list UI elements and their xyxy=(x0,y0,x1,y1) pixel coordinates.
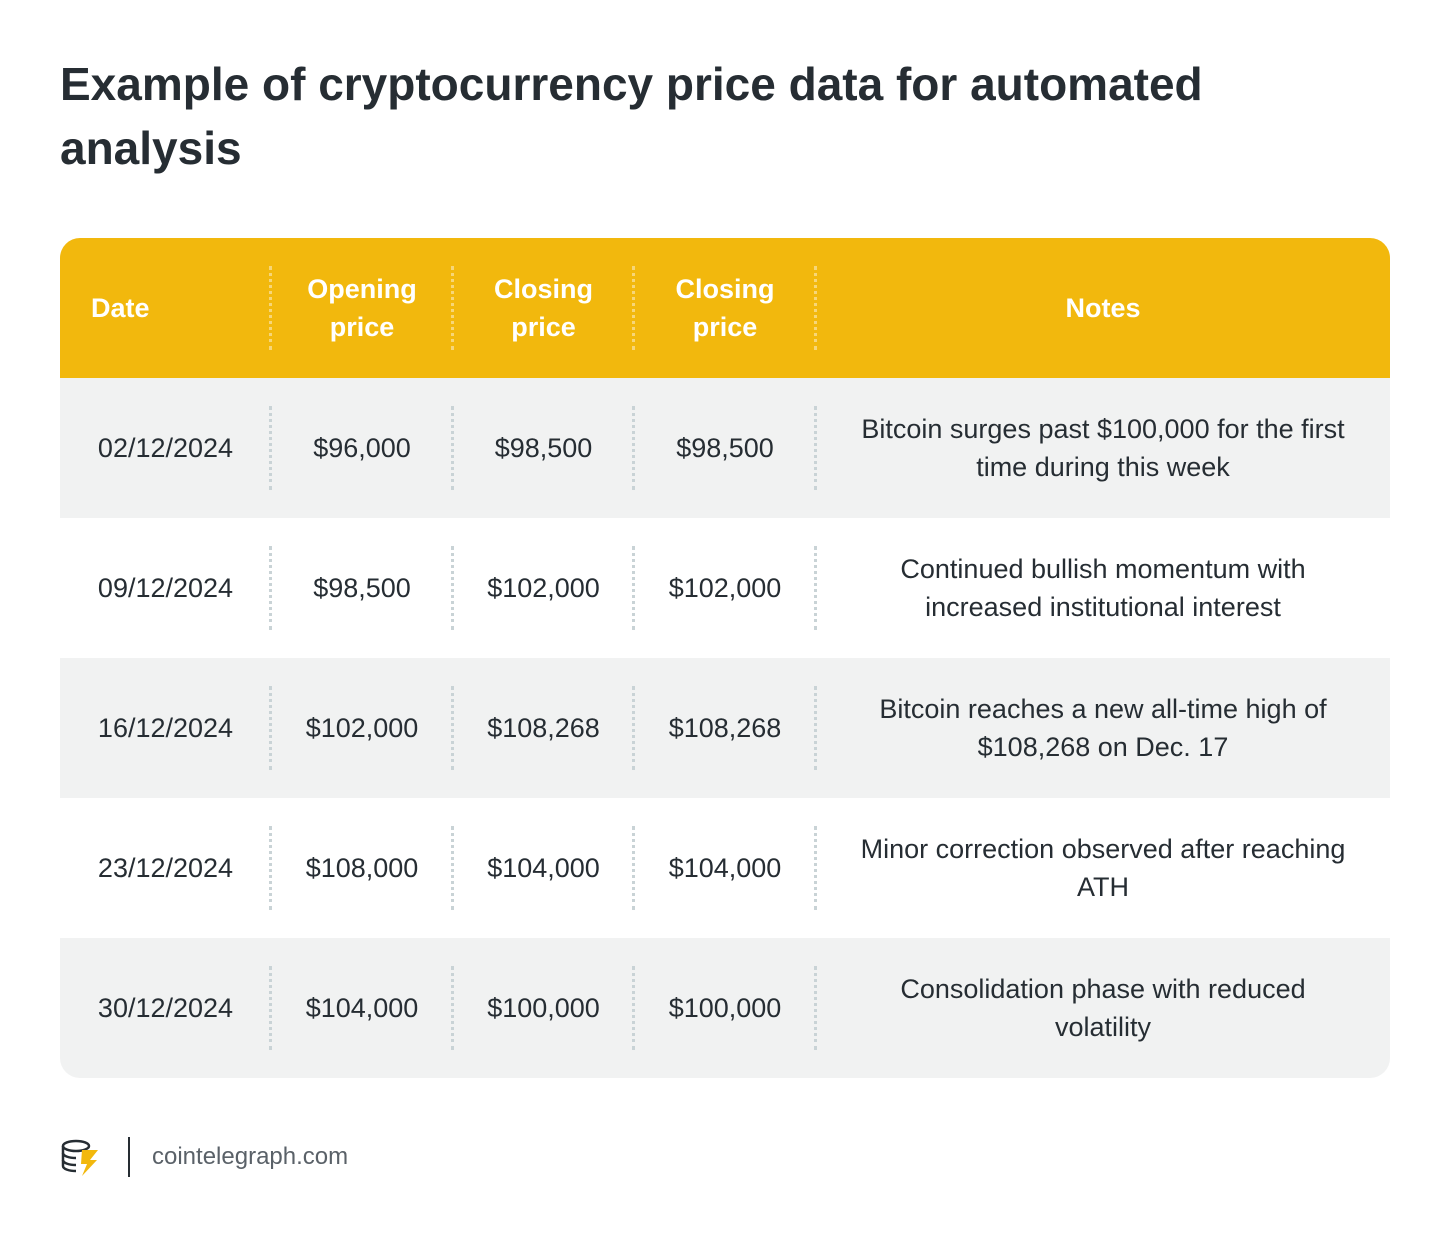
header-cell: Notes xyxy=(814,238,1390,378)
table-cell: $100,000 xyxy=(632,938,816,1078)
table-cell: $98,500 xyxy=(632,378,816,518)
table-cell: 09/12/2024 xyxy=(97,573,234,603)
table-cell: $104,000 xyxy=(632,798,816,938)
divider xyxy=(128,1137,130,1177)
table-cell: $96,000 xyxy=(269,378,453,518)
table-cell: Minor correction observed after reaching… xyxy=(814,798,1390,938)
table-cell: $102,000 xyxy=(632,518,816,658)
table-cell: $102,000 xyxy=(269,658,453,798)
table-cell: $100,000 xyxy=(451,938,634,1078)
logo xyxy=(61,1139,98,1176)
header-cell: Date xyxy=(91,293,150,323)
source: cointelegraph.com xyxy=(152,1143,349,1170)
table-cell: Bitcoin surges past $100,000 for the fir… xyxy=(814,378,1390,518)
table-cell: $104,000 xyxy=(269,938,453,1078)
table-row: 23/12/2024 $108,000 $104,000 $104,000 Minor … xyxy=(60,798,1390,938)
table-row: 09/12/2024 $98,500 $102,000 $102,000 Continu… xyxy=(60,518,1390,658)
table-cell: $108,268 xyxy=(451,658,634,798)
header-row: Date Opening price Closing price Closing pr… xyxy=(60,238,1390,378)
footer: cointelegraph.com xyxy=(60,1136,348,1178)
price-table: Date Opening price Closing price Closing pr… xyxy=(60,238,1390,1078)
table-cell: Bitcoin reaches a new all-time high of $… xyxy=(814,658,1390,798)
table-row: 16/12/2024 $102,000 $108,268 $108,268 Bitcoi… xyxy=(60,658,1390,798)
header-cell: Closing price xyxy=(632,238,816,378)
table-row: 30/12/2024 $104,000 $100,000 $100,000 Consol… xyxy=(60,938,1390,1078)
table-cell: 16/12/2024 xyxy=(97,713,234,743)
header-cell: Opening price xyxy=(269,238,453,378)
title: Example of cryptocurrency price data for… xyxy=(60,58,1203,174)
table-cell: 02/12/2024 xyxy=(97,433,234,463)
header-cell: Closing price xyxy=(451,238,634,378)
table-cell: $104,000 xyxy=(451,798,634,938)
table-cell: 30/12/2024 xyxy=(97,993,234,1023)
table-row: 02/12/2024 $96,000 $98,500 $98,500 Bitcoin s… xyxy=(60,378,1390,518)
table-cell: $98,500 xyxy=(451,378,634,518)
table-cell: $98,500 xyxy=(269,518,453,658)
table-cell: Continued bullish momentum with increase… xyxy=(814,518,1390,658)
table-cell: 23/12/2024 xyxy=(97,853,234,883)
table-cell: $108,000 xyxy=(269,798,453,938)
table-cell: $108,268 xyxy=(632,658,816,798)
table-cell: Consolidation phase with reduced volatil… xyxy=(814,938,1390,1078)
table-cell: $102,000 xyxy=(451,518,634,658)
